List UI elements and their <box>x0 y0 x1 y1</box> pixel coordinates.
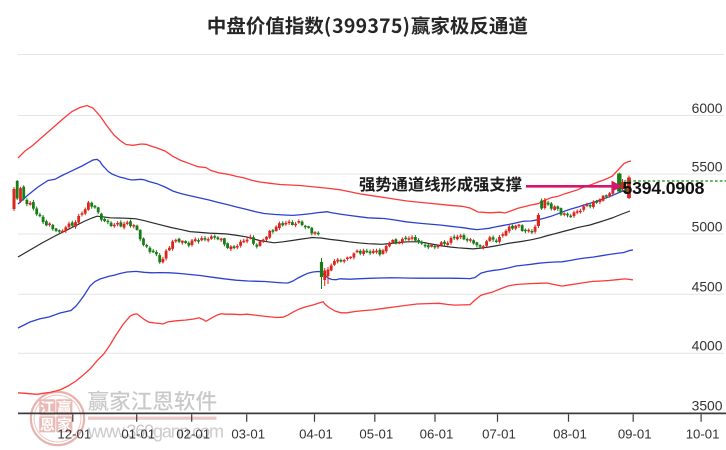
svg-text:5000: 5000 <box>692 218 723 234</box>
svg-text:12-01: 12-01 <box>57 426 91 441</box>
svg-text:01-01: 01-01 <box>121 426 155 441</box>
svg-text:08-01: 08-01 <box>553 426 587 441</box>
svg-text:5394.0908: 5394.0908 <box>623 178 705 198</box>
svg-text:3500: 3500 <box>692 398 723 414</box>
svg-text:09-01: 09-01 <box>618 426 652 441</box>
svg-text:4500: 4500 <box>692 279 723 295</box>
svg-text:www.360gann.com: www.360gann.com <box>87 422 223 442</box>
svg-text:6000: 6000 <box>692 100 723 116</box>
svg-text:4000: 4000 <box>692 338 723 354</box>
svg-text:5500: 5500 <box>692 158 723 174</box>
svg-text:10-01: 10-01 <box>686 426 720 441</box>
svg-text:07-01: 07-01 <box>482 426 516 441</box>
svg-text:03-01: 03-01 <box>231 426 265 441</box>
svg-text:06-01: 06-01 <box>420 426 454 441</box>
svg-text:02-01: 02-01 <box>176 426 210 441</box>
svg-text:04-01: 04-01 <box>299 426 333 441</box>
svg-text:05-01: 05-01 <box>359 426 393 441</box>
